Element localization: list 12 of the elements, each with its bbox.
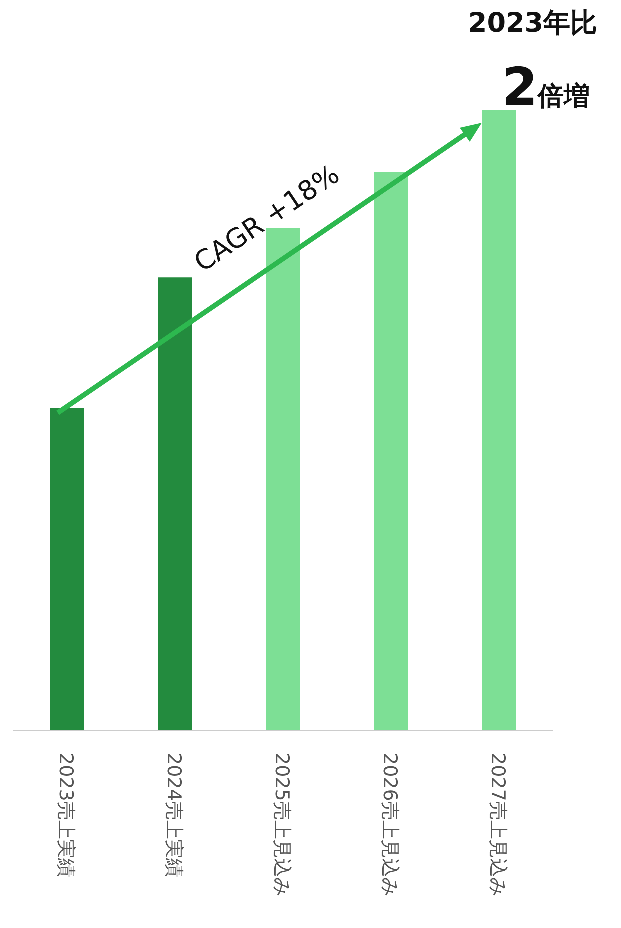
x-tick-label: 2025売上見込み — [271, 753, 293, 896]
annotation: 2倍増 — [502, 58, 590, 118]
bar — [158, 278, 192, 731]
text: 2023年比 — [468, 8, 598, 39]
x-tick-label: 2027売上見込み — [487, 753, 509, 896]
bar — [50, 408, 84, 731]
bar — [266, 228, 300, 731]
bar — [374, 172, 408, 731]
x-tick-label: 2026売上見込み — [379, 753, 401, 896]
bar — [482, 110, 516, 731]
x-tick-label: 2023売上実績 — [55, 753, 77, 878]
x-tick-label: 2024売上実績 — [163, 753, 185, 878]
